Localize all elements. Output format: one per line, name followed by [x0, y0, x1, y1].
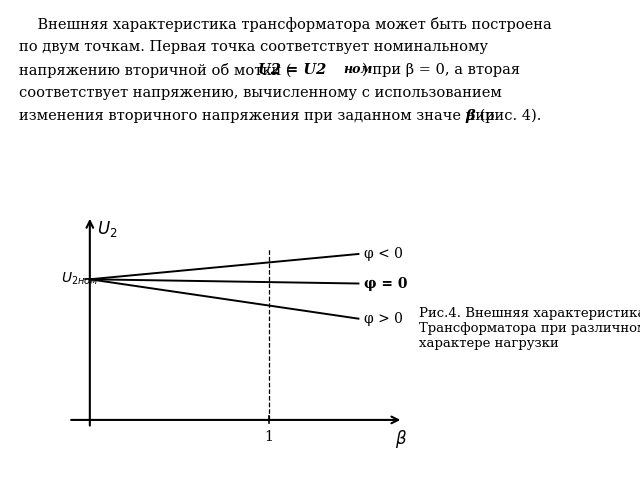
Text: β: β	[466, 109, 476, 123]
Text: 1: 1	[264, 431, 273, 444]
Text: изменения вторичного напряжения при заданном значе нии: изменения вторичного напряжения при зада…	[19, 109, 500, 123]
Text: по двум точкам. Первая точка соответствует номинальному: по двум точкам. Первая точка соответству…	[19, 40, 488, 54]
Text: φ > 0: φ > 0	[364, 312, 403, 325]
Text: $U_2$: $U_2$	[97, 219, 117, 239]
Text: напряжению вторичной об мотки (: напряжению вторичной об мотки (	[19, 63, 292, 78]
Text: φ = 0: φ = 0	[364, 276, 407, 290]
Text: соответствует напряжению, вычисленному с использованием: соответствует напряжению, вычисленному с…	[19, 86, 502, 100]
Text: $U_{2ном}$: $U_{2ном}$	[61, 271, 99, 288]
Text: (рис. 4).: (рис. 4).	[475, 109, 541, 123]
Text: ) при β = 0, а вторая: ) при β = 0, а вторая	[362, 63, 520, 77]
Text: ном: ном	[344, 63, 373, 76]
Text: Внешняя характеристика трансформатора может быть построена: Внешняя характеристика трансформатора мо…	[19, 17, 552, 32]
Text: $\beta$: $\beta$	[396, 428, 408, 450]
Text: U2 = U2: U2 = U2	[258, 63, 326, 77]
Text: Рис.4. Внешняя характеристика
Трансформатора при различном
характере нагрузки: Рис.4. Внешняя характеристика Трансформа…	[419, 307, 640, 350]
Text: φ < 0: φ < 0	[364, 247, 403, 261]
